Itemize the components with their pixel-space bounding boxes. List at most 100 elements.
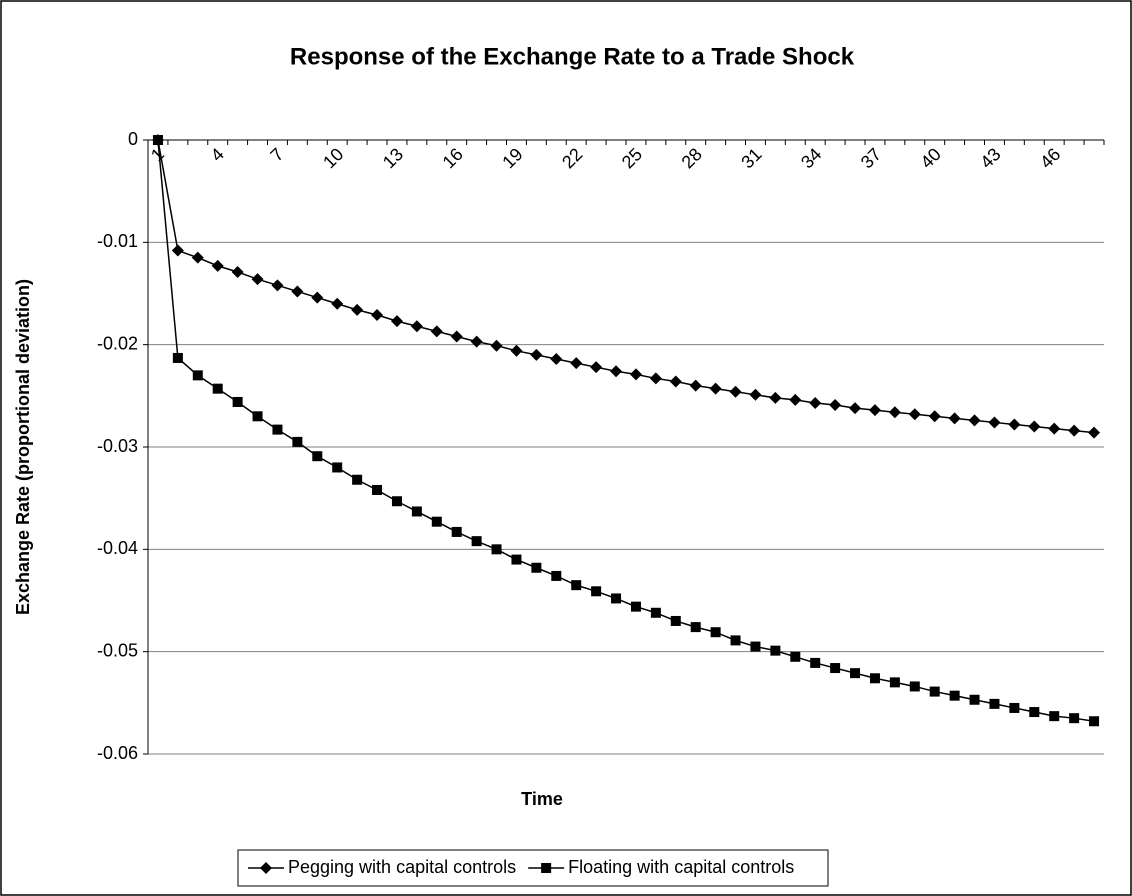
data-point [829, 399, 842, 412]
data-point [251, 273, 264, 286]
data-point [411, 506, 422, 517]
y-tick-label: -0.03 [97, 436, 138, 456]
data-point [331, 297, 344, 310]
data-point [491, 544, 502, 555]
data-point [1088, 426, 1101, 439]
data-point [291, 285, 304, 298]
data-point [1089, 716, 1100, 727]
data-point [1028, 420, 1041, 433]
data-point [968, 414, 981, 427]
data-point [669, 375, 682, 388]
y-tick-label: -0.06 [97, 743, 138, 763]
y-tick-label: -0.02 [97, 333, 138, 353]
data-point [749, 388, 762, 401]
data-point [850, 668, 861, 679]
data-point [709, 382, 722, 395]
data-point [192, 370, 203, 381]
data-point [630, 601, 641, 612]
data-point [1029, 707, 1040, 718]
data-point [490, 339, 503, 352]
data-point [790, 651, 801, 662]
data-point [1009, 702, 1020, 713]
data-point [1068, 424, 1081, 437]
data-point [611, 593, 622, 604]
y-tick-label: -0.01 [97, 231, 138, 251]
data-point [332, 462, 343, 473]
data-point [591, 586, 602, 597]
data-point [889, 677, 900, 688]
data-point [868, 404, 881, 417]
data-point [431, 516, 442, 527]
data-point [152, 135, 163, 145]
data-point [430, 325, 443, 338]
data-point [470, 335, 483, 348]
data-point [849, 402, 862, 415]
y-tick-label: 0 [128, 129, 138, 149]
data-point [909, 681, 920, 692]
data-point [610, 365, 623, 378]
data-point [948, 412, 961, 425]
data-point [272, 424, 283, 435]
data-point [471, 536, 482, 547]
data-point [352, 474, 363, 485]
data-point [1008, 418, 1021, 431]
data-point [908, 408, 921, 421]
data-point [650, 607, 661, 618]
data-point [888, 406, 901, 419]
data-point [570, 357, 583, 370]
data-point [690, 622, 701, 633]
data-point [869, 673, 880, 684]
y-tick-label: -0.05 [97, 640, 138, 660]
data-point [511, 554, 522, 565]
data-point [830, 663, 841, 674]
data-point [809, 396, 822, 409]
data-point [988, 416, 1001, 429]
legend-label: Floating with capital controls [568, 857, 794, 877]
data-point [351, 303, 364, 316]
data-point [232, 396, 243, 407]
data-point [450, 330, 463, 343]
data-point [191, 251, 204, 264]
data-point [391, 496, 402, 507]
data-point [769, 391, 782, 404]
data-point [510, 344, 523, 357]
data-point [770, 645, 781, 656]
data-point [311, 291, 324, 304]
data-point [689, 379, 702, 392]
data-point [172, 352, 183, 363]
legend-marker [541, 863, 552, 873]
data-point [372, 484, 383, 495]
legend-marker [260, 862, 272, 874]
data-point [292, 436, 303, 447]
data-point [629, 368, 642, 381]
data-point [410, 320, 423, 333]
data-point [969, 694, 980, 705]
data-point [710, 627, 721, 638]
data-point [531, 562, 542, 573]
data-point [390, 315, 403, 328]
data-point [252, 411, 263, 422]
data-point [929, 686, 940, 697]
data-point [670, 615, 681, 626]
data-point [789, 393, 802, 406]
data-point [451, 526, 462, 537]
chart-title: Response of the Exchange Rate to a Trade… [290, 43, 855, 70]
data-point [989, 698, 1000, 709]
x-axis-label: Time [521, 789, 563, 809]
data-point [551, 570, 562, 581]
data-point [949, 690, 960, 701]
y-tick-label: -0.04 [97, 538, 138, 558]
y-axis-label: Exchange Rate (proportional deviation) [13, 279, 33, 615]
data-point [371, 308, 384, 321]
data-point [171, 244, 184, 257]
data-point [530, 348, 543, 361]
data-point [1069, 713, 1080, 724]
data-point [750, 641, 761, 652]
data-point [1049, 711, 1060, 722]
data-point [231, 266, 244, 279]
data-point [271, 279, 284, 292]
data-point [729, 385, 742, 398]
data-point [571, 580, 582, 591]
